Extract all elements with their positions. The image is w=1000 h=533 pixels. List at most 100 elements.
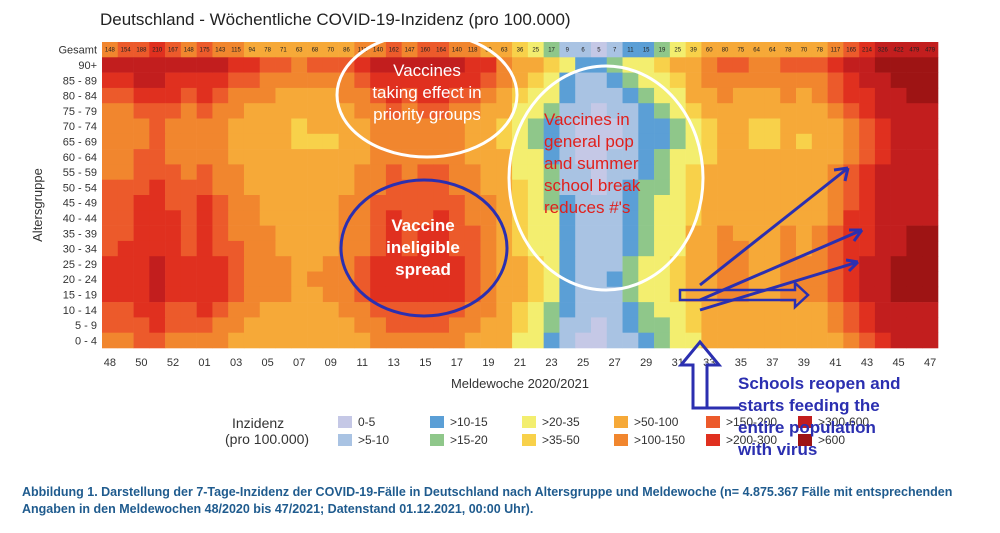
heatmap-cell [890,179,907,196]
heatmap-cell [780,179,797,196]
heatmap-cell [322,164,339,180]
y-tick-label: 35 - 39 [63,228,97,240]
heatmap-cell [543,133,560,150]
heatmap-cell [496,332,513,349]
heatmap-cell [433,42,450,58]
heatmap-cell [307,225,324,242]
heatmap-cell [638,286,655,303]
heatmap-cell [275,87,292,104]
heatmap-cell [638,195,655,211]
heatmap-cell [622,225,639,242]
heatmap-cell [212,118,229,135]
heatmap-cell [370,195,387,211]
heatmap-cell [480,195,497,211]
heatmap-cell [133,57,150,73]
heatmap-cell [307,149,324,165]
cell-value: 11 [627,48,634,54]
heatmap-cell [701,195,718,211]
heatmap-cell [669,164,686,180]
annotation-line: taking effect in [372,83,481,102]
y-tick-label: 10 - 14 [63,305,97,317]
heatmap-cell [196,302,213,318]
heatmap-cell [859,118,876,135]
heatmap-cell [669,149,686,165]
heatmap-cell [717,210,734,226]
heatmap-cell [228,317,245,333]
heatmap-cell [590,103,608,119]
heatmap-cell [638,103,655,119]
heatmap-cell [701,103,718,119]
heatmap-cell [748,72,765,89]
heatmap-cell [259,118,276,135]
heatmap-cell [827,286,844,303]
legend-label: >15-20 [450,433,488,447]
heatmap-cell [480,118,497,135]
cell-value: 70 [801,48,808,54]
heatmap-cell [796,317,813,333]
heatmap-cell [180,256,197,272]
annotation-line: ineligible [386,238,460,257]
x-tick-label: 41 [829,357,841,369]
legend-label: >20-35 [542,415,580,429]
cell-value: 165 [846,48,857,54]
heatmap-cell [606,302,623,318]
heatmap-cell [354,103,371,119]
heatmap-cell [259,286,276,303]
heatmap-cell [180,87,197,104]
heatmap-cell [480,332,497,349]
heatmap-cell [811,72,828,89]
heatmap-cell [259,87,276,104]
heatmap-cell [291,118,308,135]
x-tick-labels: 48 50 52 01 03 05 07 09 11 13 15 17 19 21 23 25 27 29 31 33… [104,357,936,369]
heatmap-cell [606,332,623,349]
heatmap-cell [449,118,466,135]
legend-label: >100-150 [634,433,685,447]
heatmap-cell [701,256,718,272]
heatmap-cell [922,118,939,135]
heatmap-cell [748,103,765,119]
heatmap-cell [417,256,434,272]
heatmap-cell [433,271,450,288]
heatmap-cell [859,57,876,73]
annotation-line: with virus [737,440,817,459]
heatmap-cell [117,302,134,318]
heatmap-cell [149,164,166,180]
heatmap-cell [117,286,134,303]
heatmap-cell [559,286,576,303]
heatmap-cell [385,57,402,73]
annotation-priority-groups: Vaccines taking effect in priority groups [372,61,481,124]
heatmap-cell [102,133,119,150]
heatmap-cell [133,195,150,211]
heatmap-cell [338,286,355,303]
heatmap-cell [622,103,639,119]
heatmap-cell [575,133,592,150]
heatmap-cell [133,149,150,165]
heatmap-cell [212,271,229,288]
x-tick-label: 52 [167,357,179,369]
heatmap-cell [669,179,686,196]
heatmap-cell [117,195,134,211]
heatmap-cell [401,179,418,196]
heatmap-cell [559,332,576,349]
heatmap-cell [827,271,844,288]
heatmap-cell [354,179,371,196]
heatmap-cell [291,225,308,242]
heatmap-cell [638,42,655,58]
heatmap-cell [811,256,828,272]
heatmap-cell [748,302,765,318]
heatmap-cell [196,225,213,242]
heatmap-cell [307,302,324,318]
heatmap-cell [780,72,797,89]
heatmap-cell [291,271,308,288]
heatmap-cell [606,225,623,242]
heatmap-cell [165,72,182,89]
heatmap-cell [622,317,639,333]
heatmap-cell [890,317,907,333]
heatmap-cell [796,256,813,272]
heatmap-cell [764,149,781,165]
heatmap-cell [874,195,891,211]
heatmap-cell [133,164,150,180]
heatmap-cell [196,103,213,119]
heatmap-cell [543,332,560,349]
